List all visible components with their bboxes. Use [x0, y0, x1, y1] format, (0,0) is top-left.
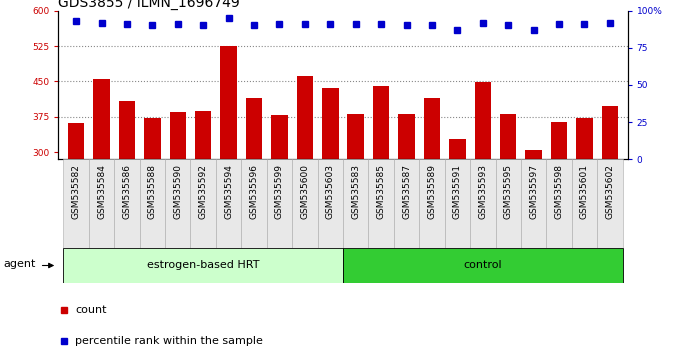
Bar: [165, 159, 191, 248]
Bar: [216, 159, 241, 248]
Text: GSM535588: GSM535588: [148, 164, 157, 219]
Text: agent: agent: [3, 259, 35, 269]
Bar: [140, 159, 165, 248]
Bar: [546, 159, 571, 248]
Text: GSM535591: GSM535591: [453, 164, 462, 219]
Bar: [445, 159, 470, 248]
Text: GSM535585: GSM535585: [377, 164, 386, 219]
Bar: [347, 114, 364, 294]
Bar: [144, 118, 161, 294]
Bar: [343, 159, 368, 248]
Bar: [419, 159, 445, 248]
Bar: [195, 111, 211, 294]
Bar: [475, 82, 491, 294]
Text: GSM535586: GSM535586: [122, 164, 132, 219]
Bar: [571, 159, 598, 248]
Bar: [296, 76, 313, 294]
Bar: [602, 106, 618, 294]
Bar: [373, 86, 390, 294]
Text: GSM535582: GSM535582: [71, 164, 80, 219]
Bar: [68, 123, 84, 294]
Bar: [63, 248, 343, 283]
Text: GSM535602: GSM535602: [606, 164, 615, 219]
Bar: [318, 159, 343, 248]
Text: GSM535589: GSM535589: [427, 164, 436, 219]
Text: GSM535594: GSM535594: [224, 164, 233, 219]
Text: GSM535603: GSM535603: [326, 164, 335, 219]
Text: GSM535598: GSM535598: [554, 164, 564, 219]
Bar: [322, 88, 339, 294]
Text: GSM535595: GSM535595: [504, 164, 512, 219]
Bar: [368, 159, 394, 248]
Bar: [343, 248, 623, 283]
Bar: [424, 98, 440, 294]
Text: GSM535583: GSM535583: [351, 164, 360, 219]
Bar: [169, 112, 186, 294]
Text: GSM535599: GSM535599: [275, 164, 284, 219]
Text: GSM535587: GSM535587: [402, 164, 411, 219]
Bar: [500, 114, 517, 294]
Bar: [88, 159, 115, 248]
Bar: [271, 115, 287, 294]
Text: GSM535600: GSM535600: [300, 164, 309, 219]
Bar: [521, 159, 546, 248]
Bar: [525, 150, 542, 294]
Text: GSM535584: GSM535584: [97, 164, 106, 219]
Bar: [470, 159, 495, 248]
Bar: [191, 159, 216, 248]
Text: count: count: [75, 305, 107, 315]
Bar: [241, 159, 267, 248]
Bar: [63, 159, 88, 248]
Text: control: control: [464, 261, 502, 270]
Bar: [220, 46, 237, 294]
Bar: [246, 98, 262, 294]
Bar: [598, 159, 623, 248]
Text: estrogen-based HRT: estrogen-based HRT: [147, 261, 259, 270]
Text: GSM535593: GSM535593: [478, 164, 487, 219]
Text: GSM535597: GSM535597: [529, 164, 538, 219]
Text: GDS3855 / ILMN_1696749: GDS3855 / ILMN_1696749: [58, 0, 240, 10]
Bar: [394, 159, 419, 248]
Text: percentile rank within the sample: percentile rank within the sample: [75, 336, 263, 346]
Bar: [399, 114, 415, 294]
Bar: [495, 159, 521, 248]
Bar: [576, 118, 593, 294]
Bar: [119, 101, 135, 294]
Bar: [267, 159, 292, 248]
Bar: [449, 139, 466, 294]
Text: GSM535601: GSM535601: [580, 164, 589, 219]
Bar: [115, 159, 140, 248]
Bar: [551, 121, 567, 294]
Bar: [292, 159, 318, 248]
Text: GSM535590: GSM535590: [174, 164, 182, 219]
Bar: [93, 79, 110, 294]
Text: GSM535596: GSM535596: [250, 164, 259, 219]
Text: GSM535592: GSM535592: [199, 164, 208, 219]
